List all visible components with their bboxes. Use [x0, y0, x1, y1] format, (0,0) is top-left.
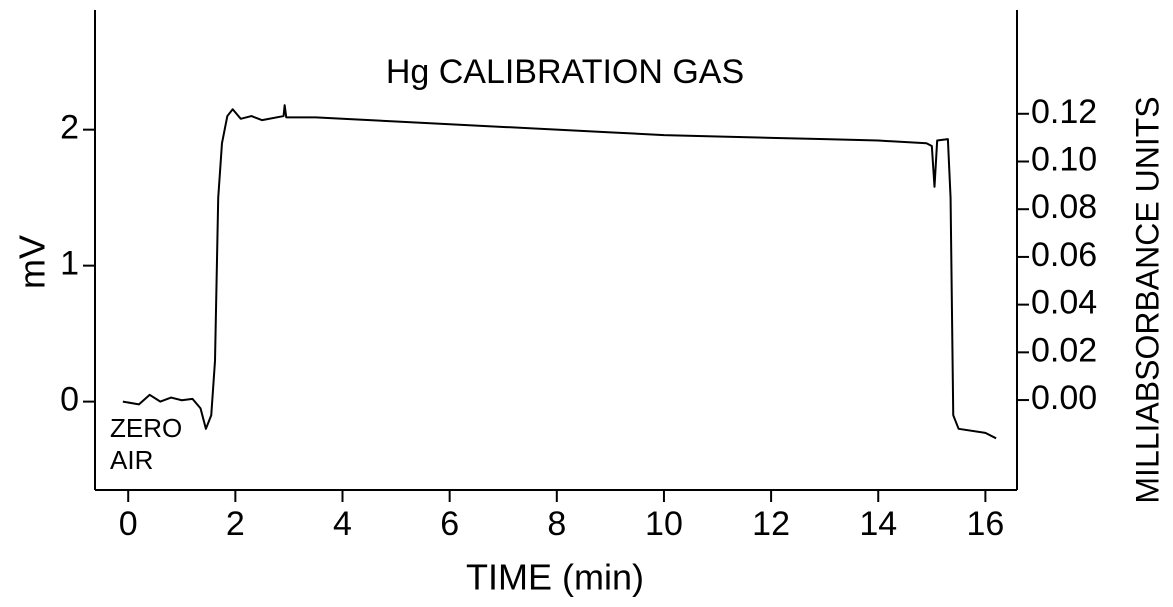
x-axis-label: TIME (min): [466, 557, 644, 598]
x-tick-label: 8: [547, 505, 566, 543]
y-tick-label: 2: [60, 109, 79, 147]
x-tick-label: 4: [333, 505, 352, 543]
y2-tick-label: 0.08: [1031, 188, 1097, 226]
x-tick-label: 2: [226, 505, 245, 543]
x-tick-label: 10: [645, 505, 683, 543]
y2-tick-label: 0.00: [1031, 379, 1097, 417]
annotation: ZERO: [110, 413, 182, 443]
x-tick-label: 0: [119, 505, 138, 543]
y2-tick-label: 0.10: [1031, 140, 1097, 178]
x-tick-label: 14: [859, 505, 897, 543]
y2-tick-label: 0.06: [1031, 236, 1097, 274]
x-tick-label: 12: [752, 505, 790, 543]
y2-axis-label: MILLIABSORBANCE UNITS: [1129, 96, 1165, 503]
data-line: [122, 104, 997, 440]
y2-tick-label: 0.04: [1031, 284, 1097, 322]
chart-title: Hg CALIBRATION GAS: [386, 53, 744, 91]
x-tick-label: 16: [966, 505, 1004, 543]
y2-tick-label: 0.12: [1031, 93, 1097, 131]
annotation: AIR: [110, 445, 153, 475]
y-tick-label: 0: [60, 381, 79, 419]
y-tick-label: 1: [60, 245, 79, 283]
x-tick-label: 6: [440, 505, 459, 543]
y2-tick-label: 0.02: [1031, 331, 1097, 369]
y-axis-label: mV: [12, 235, 53, 289]
